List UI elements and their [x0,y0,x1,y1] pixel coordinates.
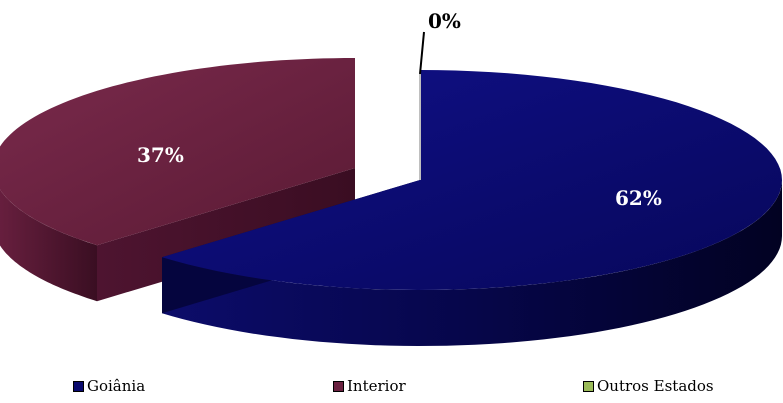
legend: Goiânia Interior Outros Estados [0,373,783,399]
slice-top-interior [0,58,355,246]
legend-swatch-goiania [73,380,84,392]
legend-item-outros-estados: Outros Estados [583,373,714,399]
slice-top-goiania [162,70,782,290]
legend-item-interior: Interior [333,373,406,399]
data-label-interior: 37% [137,143,184,167]
legend-swatch-outros-estados [583,380,594,392]
slice-face-interior [97,168,355,302]
legend-label-outros-estados: Outros Estados [597,377,714,395]
data-label-goiania: 62% [615,186,662,210]
legend-label-interior: Interior [347,377,406,395]
leader-line-outros-estados [419,31,425,75]
legend-label-goiania: Goiânia [87,377,146,395]
legend-item-goiania: Goiânia [73,373,145,399]
legend-swatch-interior [333,380,344,392]
slice-side-goiania [162,180,782,346]
data-label-outros-estados: 0% [428,9,461,33]
slice-side-interior [0,189,97,302]
